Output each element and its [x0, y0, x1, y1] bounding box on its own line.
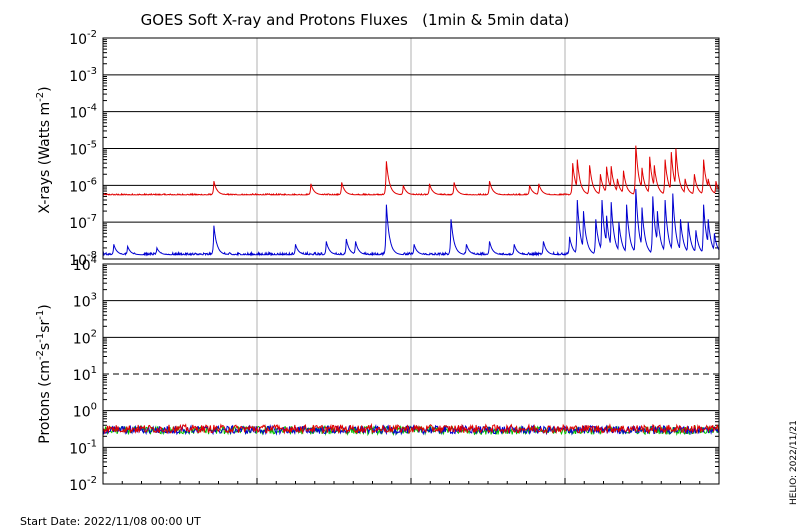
tick-base: 10 — [69, 478, 87, 494]
xray-panel-frame — [102, 37, 720, 260]
proton-tick-label: 104 — [73, 255, 97, 274]
tick-base: 10 — [69, 106, 87, 122]
tick-base: 10 — [73, 331, 91, 347]
tick-base: 10 — [73, 368, 91, 384]
label-layer: 10-810-710-610-510-410-310-2X-rays (Watt… — [35, 29, 97, 494]
chart-title: GOES Soft X-ray and Protons Fluxes (1min… — [141, 11, 570, 29]
proton-tick-label: 10-2 — [69, 475, 97, 494]
tick-exponent: 0 — [91, 402, 97, 413]
xray-tick-label: 10-5 — [69, 140, 97, 159]
tick-base: 10 — [69, 32, 87, 48]
xray-series-line — [102, 188, 720, 257]
proton-tick-label: 102 — [73, 328, 97, 347]
tick-exponent: 4 — [91, 255, 97, 266]
tick-exponent: -5 — [87, 140, 97, 151]
xray-tick-label: 10-2 — [69, 29, 97, 48]
tick-base: 10 — [73, 258, 91, 274]
tick-exponent: -6 — [87, 176, 97, 187]
tick-exponent: -7 — [87, 213, 97, 224]
tick-exponent: -3 — [87, 66, 97, 77]
tick-exponent: -4 — [87, 103, 97, 114]
xray-tick-label: 10-3 — [69, 66, 97, 85]
tick-base: 10 — [73, 405, 91, 421]
xray-tick-label: 10-8 — [69, 250, 97, 269]
xray-tick-label: 10-4 — [69, 103, 97, 122]
xray-axis-title: X-rays (Watts m-2) — [35, 86, 53, 213]
proton-tick-label: 10-1 — [69, 438, 97, 457]
tick-base: 10 — [69, 179, 87, 195]
proton-tick-label: 100 — [73, 402, 97, 421]
grid-layer — [102, 38, 720, 484]
tick-exponent: -8 — [87, 250, 97, 261]
tick-exponent: -1 — [87, 438, 97, 449]
proton-tick-label: 103 — [73, 292, 97, 311]
xray-tick-label: 10-6 — [69, 176, 97, 195]
xray-tick-label: 10-7 — [69, 213, 97, 232]
tick-exponent: 2 — [91, 328, 97, 339]
tick-base: 10 — [69, 143, 87, 159]
tick-exponent: 3 — [91, 292, 97, 303]
tick-exponent: 1 — [91, 365, 97, 376]
proton-axis-title: Protons (cm-2s-1sr-1) — [35, 304, 53, 443]
tick-base: 10 — [69, 69, 87, 85]
xray-series-line — [102, 145, 720, 197]
tick-base: 10 — [69, 216, 87, 232]
tick-base: 10 — [69, 441, 87, 457]
proton-series-line — [102, 422, 720, 435]
proton-panel-frame — [102, 263, 720, 485]
helio-stamp: HELIO: 2022/11/21 — [789, 420, 799, 505]
data-layer — [102, 145, 720, 437]
tick-base: 10 — [73, 295, 91, 311]
tick-exponent: -2 — [87, 475, 97, 486]
tick-exponent: -2 — [87, 29, 97, 40]
proton-tick-label: 101 — [73, 365, 97, 384]
start-date-label: Start Date: 2022/11/08 00:00 UT — [20, 515, 201, 528]
tick-base: 10 — [69, 253, 87, 269]
